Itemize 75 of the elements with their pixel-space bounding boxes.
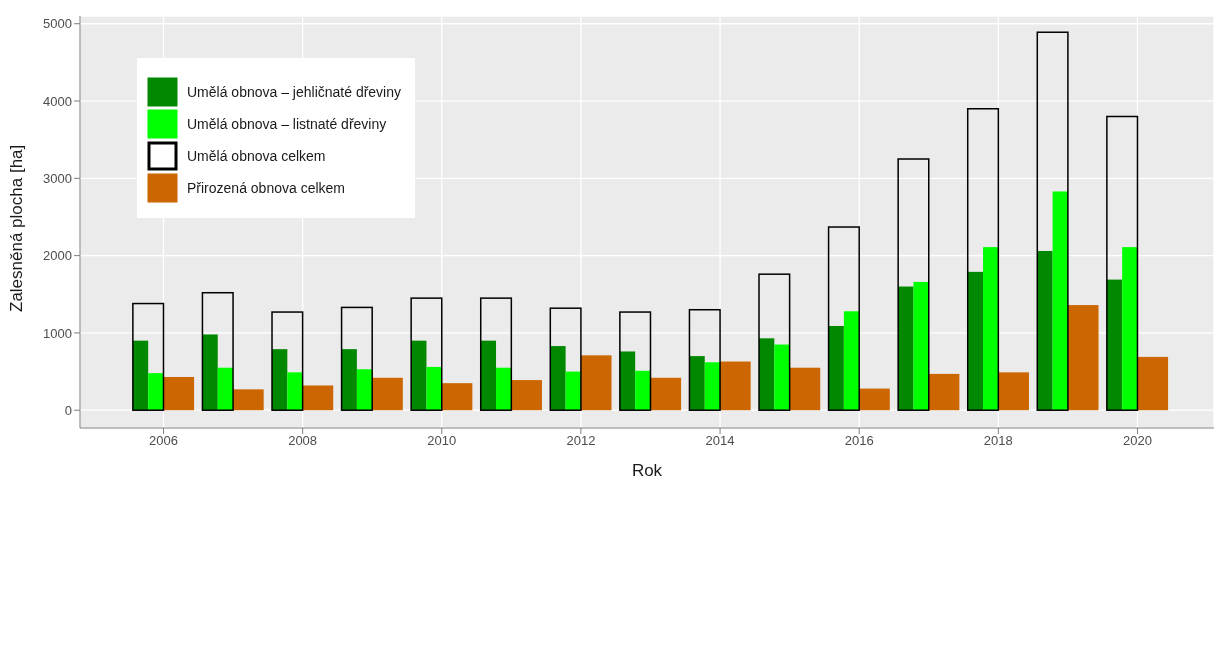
bar bbox=[201, 291, 234, 411]
y-tick-label: 5000 bbox=[43, 16, 72, 32]
bar bbox=[720, 361, 751, 411]
bar bbox=[163, 376, 195, 411]
x-tick-label: 2008 bbox=[288, 433, 318, 449]
bar bbox=[789, 367, 821, 411]
bar bbox=[340, 306, 373, 411]
bar bbox=[410, 297, 443, 411]
bar bbox=[1067, 305, 1099, 411]
bar bbox=[1137, 356, 1169, 411]
bar bbox=[549, 307, 582, 411]
x-tick-label: 2012 bbox=[566, 433, 596, 449]
bar bbox=[619, 311, 652, 411]
bar bbox=[859, 388, 890, 411]
bar bbox=[1036, 31, 1069, 411]
bar bbox=[496, 367, 512, 411]
bar bbox=[897, 158, 930, 411]
bar bbox=[302, 385, 334, 411]
bar bbox=[372, 377, 403, 411]
x-tick-label: 2016 bbox=[844, 433, 874, 449]
bar bbox=[913, 281, 929, 411]
bar bbox=[688, 308, 721, 411]
bar bbox=[983, 247, 999, 411]
bar bbox=[998, 372, 1029, 411]
bar bbox=[341, 349, 357, 411]
y-tick-label: 0 bbox=[64, 402, 72, 418]
y-tick-label: 1000 bbox=[43, 325, 72, 341]
bar bbox=[928, 373, 960, 411]
bar bbox=[271, 311, 304, 411]
bar bbox=[148, 373, 164, 411]
legend-label: Umělá obnova – jehličnaté dřeviny bbox=[187, 84, 402, 100]
bar bbox=[132, 302, 165, 411]
x-tick-label: 2006 bbox=[149, 433, 178, 449]
x-tick-label: 2018 bbox=[983, 433, 1013, 449]
x-tick-label: 2010 bbox=[427, 433, 457, 449]
legend-label: Umělá obnova celkem bbox=[187, 148, 326, 164]
bar bbox=[689, 356, 705, 411]
bar bbox=[580, 355, 612, 411]
y-tick-label: 4000 bbox=[43, 93, 72, 109]
bar bbox=[441, 383, 473, 411]
bar bbox=[827, 226, 860, 411]
bar bbox=[1106, 279, 1123, 411]
bar bbox=[828, 325, 844, 411]
bar bbox=[967, 271, 984, 411]
bar bbox=[272, 349, 288, 411]
y-axis-title: Zalesněná plocha [ha] bbox=[7, 144, 27, 312]
bar bbox=[758, 273, 791, 411]
bar bbox=[511, 380, 542, 411]
bar bbox=[1106, 115, 1139, 411]
bar bbox=[650, 377, 682, 411]
bar bbox=[774, 344, 790, 411]
bar bbox=[704, 362, 721, 411]
bar bbox=[202, 334, 218, 411]
bar bbox=[287, 372, 303, 411]
bar bbox=[1037, 250, 1053, 411]
bar bbox=[759, 338, 775, 411]
bar bbox=[619, 351, 636, 411]
bar bbox=[550, 346, 566, 411]
bar bbox=[843, 311, 860, 411]
x-axis-title: Rok bbox=[631, 461, 663, 480]
bar bbox=[479, 297, 513, 411]
bar bbox=[898, 286, 914, 411]
x-tick-label: 2020 bbox=[1123, 433, 1152, 449]
bar bbox=[233, 389, 264, 411]
y-tick-label: 3000 bbox=[43, 170, 72, 186]
x-tick-label: 2014 bbox=[705, 433, 735, 449]
bar bbox=[966, 108, 1000, 411]
bar bbox=[480, 340, 497, 411]
y-tick-label: 2000 bbox=[43, 248, 72, 264]
bar bbox=[1122, 247, 1138, 411]
legend-label: Přirozená obnova celkem bbox=[187, 180, 345, 196]
bar bbox=[635, 370, 651, 411]
legend-label: Umělá obnova – listnaté dřeviny bbox=[187, 116, 387, 132]
bar bbox=[1052, 191, 1068, 411]
bar bbox=[426, 366, 442, 411]
